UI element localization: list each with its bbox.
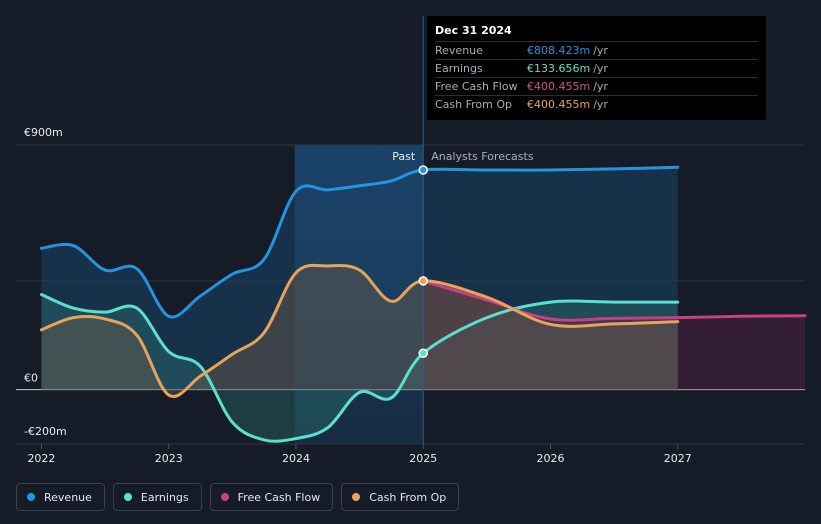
tooltip-value: €808.423m	[527, 44, 591, 57]
legend-item-earnings[interactable]: Earnings	[112, 483, 202, 511]
tooltip-unit: /yr	[593, 44, 608, 57]
tooltip-unit: /yr	[593, 80, 608, 93]
free-cash-flow-line	[421, 279, 807, 322]
x-tick-label: 2026	[536, 452, 564, 465]
tooltip-row-earnings: Earnings €133.656m /yr	[435, 59, 758, 77]
legend-label: Cash From Op	[369, 490, 447, 504]
legend-dot-icon	[352, 493, 361, 501]
legend-dot-icon	[27, 493, 35, 501]
y-axis-label: €900m	[24, 126, 63, 139]
x-tick-label: 2025	[409, 452, 437, 465]
x-tick-label: 2023	[155, 452, 183, 465]
x-tick-label: 2024	[282, 452, 310, 465]
free-cash-flow-area	[423, 280, 805, 390]
tooltip-value: €400.455m	[527, 98, 591, 111]
y-axis-label: €0	[24, 372, 38, 385]
series-areas	[41, 167, 805, 442]
legend-item-cash-from-op[interactable]: Cash From Op	[341, 483, 460, 511]
legend-label: Free Cash Flow	[237, 490, 321, 504]
x-axis-ticks: 2022 2023 2024 2025 2026 2027	[27, 444, 692, 465]
forecast-label: Analysts Forecasts	[431, 150, 534, 163]
tooltip-row-free-cash-flow: Free Cash Flow €400.455m /yr	[435, 77, 758, 95]
y-axis-label: -€200m	[24, 425, 67, 438]
earnings-marker	[418, 348, 428, 358]
legend-dot-icon	[220, 493, 229, 501]
tooltip-label: Cash From Op	[435, 98, 513, 111]
tooltip-label: Free Cash Flow	[435, 80, 518, 93]
earnings-line	[39, 293, 680, 443]
legend-item-free-cash-flow[interactable]: Free Cash Flow	[209, 483, 334, 511]
tooltip-value: €133.656m	[527, 62, 591, 75]
tooltip-row-revenue: Revenue €808.423m /yr	[435, 41, 758, 59]
past-label: Past	[392, 150, 416, 163]
tooltip-unit: /yr	[593, 98, 608, 111]
earnings-area	[41, 294, 678, 442]
y-axis-labels: €900m €0 -€200m	[24, 126, 67, 438]
cash-from-op-marker	[418, 276, 428, 286]
revenue-line	[39, 165, 680, 319]
tooltip-label: Earnings	[435, 62, 483, 75]
tooltip-label: Revenue	[435, 44, 483, 57]
tooltip-value: €400.455m	[527, 80, 591, 93]
tooltip-row-cash-from-op: Cash From Op €400.455m /yr	[435, 95, 758, 113]
x-tick-label: 2027	[664, 452, 692, 465]
revenue-area	[41, 167, 678, 390]
legend: Revenue Earnings Free Cash Flow Cash Fro…	[16, 483, 460, 511]
revenue-marker	[418, 165, 428, 175]
cash-from-op-line	[39, 263, 680, 398]
legend-item-revenue[interactable]: Revenue	[16, 483, 105, 511]
tooltip: Dec 31 2024 Revenue €808.423m /yr Earnin…	[427, 16, 766, 120]
cash-from-op-area	[41, 265, 678, 397]
series-lines	[39, 165, 807, 443]
series-markers	[418, 165, 428, 358]
legend-label: Earnings	[140, 490, 189, 504]
legend-label: Revenue	[44, 490, 92, 504]
x-tick-label: 2022	[27, 452, 55, 465]
tooltip-date: Dec 31 2024	[435, 24, 512, 37]
tooltip-unit: /yr	[593, 62, 608, 75]
legend-dot-icon	[123, 493, 132, 501]
